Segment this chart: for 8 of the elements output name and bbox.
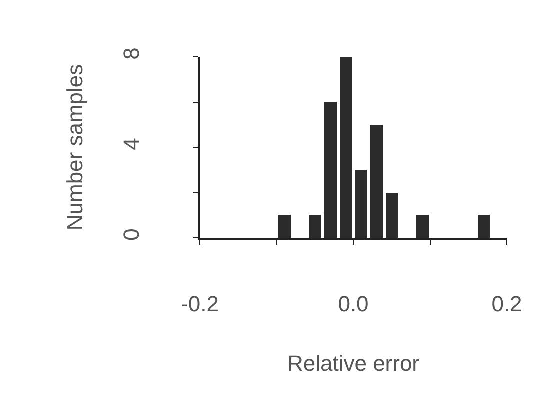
y-tick-label: 8 xyxy=(119,48,144,60)
x-tick-label: 0.0 xyxy=(338,291,369,316)
y-tick-label: 0 xyxy=(119,228,144,241)
x-tick-label: -0.2 xyxy=(181,291,219,316)
y-axis-title: Number samples xyxy=(62,64,88,231)
x-axis-title: Relative error xyxy=(287,350,420,376)
x-tick-label: 0.2 xyxy=(492,291,522,316)
y-tick-label: 4 xyxy=(119,138,144,150)
